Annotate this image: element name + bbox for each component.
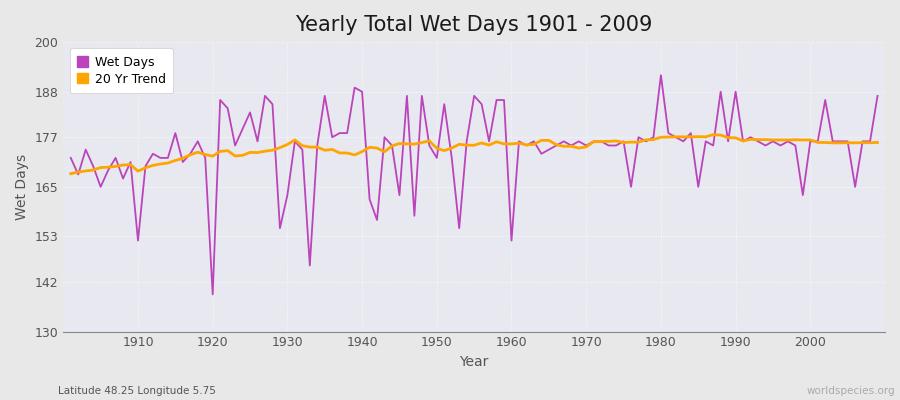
Title: Yearly Total Wet Days 1901 - 2009: Yearly Total Wet Days 1901 - 2009: [295, 15, 652, 35]
Text: worldspecies.org: worldspecies.org: [807, 386, 896, 396]
Text: Latitude 48.25 Longitude 5.75: Latitude 48.25 Longitude 5.75: [58, 386, 216, 396]
Y-axis label: Wet Days: Wet Days: [15, 154, 29, 220]
X-axis label: Year: Year: [460, 355, 489, 369]
Legend: Wet Days, 20 Yr Trend: Wet Days, 20 Yr Trend: [69, 48, 173, 93]
